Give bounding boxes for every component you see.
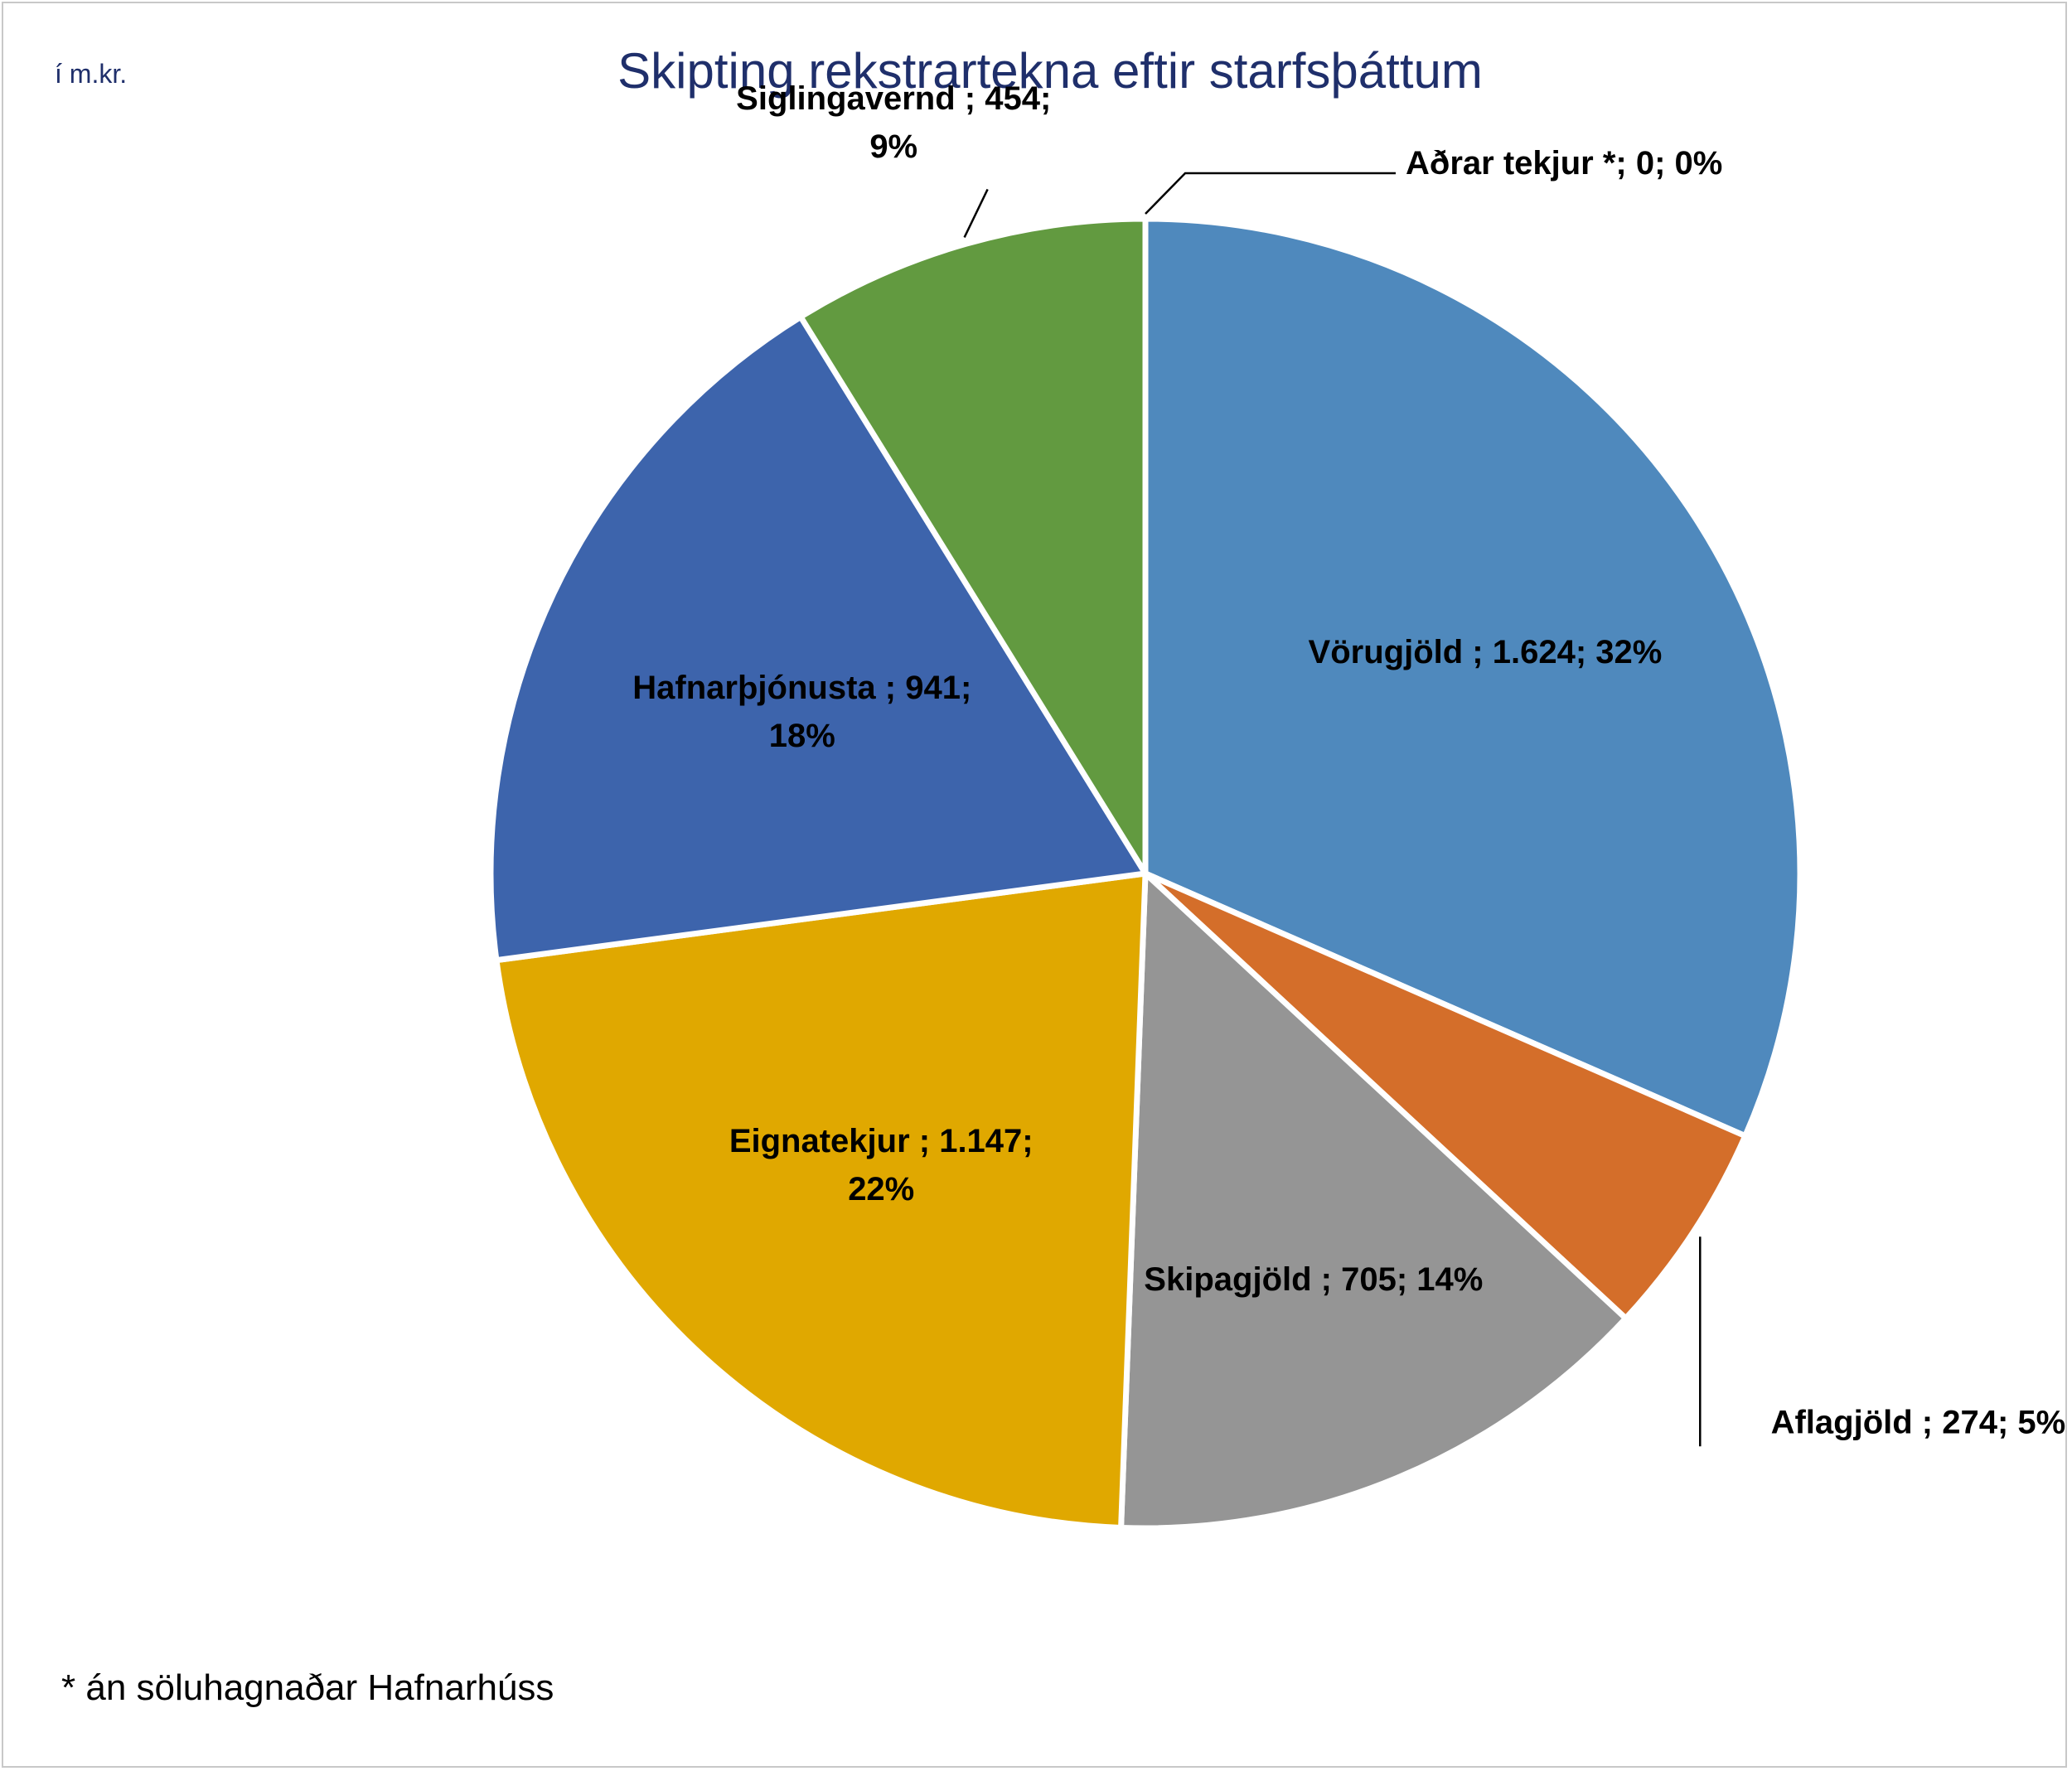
data-labels: Vörugjöld ; 1.624; 32% Aflagjöld ; 274; 5… <box>632 80 2065 1440</box>
footnote: * án söluhagnaðar Hafnarhúss <box>61 1667 554 1708</box>
leader-line-siglingavernd <box>963 188 989 239</box>
leader-lines <box>963 172 1702 1447</box>
pie-slices <box>487 215 1803 1531</box>
data-label-vörugjöld: Vörugjöld ; 1.624; 32% <box>1309 634 1663 670</box>
leader-line-aðrar-tekjur <box>1145 172 1396 215</box>
data-label-siglingavernd: Siglingavernd ; 454; 9% <box>736 80 1051 165</box>
pie-slice-aflagjöld <box>1142 870 1749 1322</box>
data-label-aflagjöld: Aflagjöld ; 274; 5% <box>1771 1404 2066 1440</box>
pie-slice-skipagjöld <box>1118 870 1629 1531</box>
data-label-hafnarþjónusta: Hafnarþjónusta ; 941; 18% <box>632 670 971 754</box>
pie-slice-siglingavernd <box>797 215 1149 877</box>
data-label-eignatekjur: Eignatekjur ; 1.147; 22% <box>729 1123 1034 1207</box>
pie-slice-eignatekjur <box>493 870 1149 1531</box>
unit-note: í m.kr. <box>55 59 127 89</box>
data-label-skipagjöld: Skipagjöld ; 705; 14% <box>1144 1261 1483 1298</box>
data-label-aðrar-tekjur: Aðrar tekjur *; 0; 0% <box>1406 145 1722 181</box>
pie-slice-hafnarþjónusta <box>487 313 1149 964</box>
chart-title: Skipting rekstrartekna eftir starfsþáttu… <box>617 43 1483 99</box>
pie-chart: í m.kr. Skipting rekstrartekna eftir sta… <box>55 43 2065 1708</box>
pie-slice-vörugjöld <box>1142 215 1803 1140</box>
